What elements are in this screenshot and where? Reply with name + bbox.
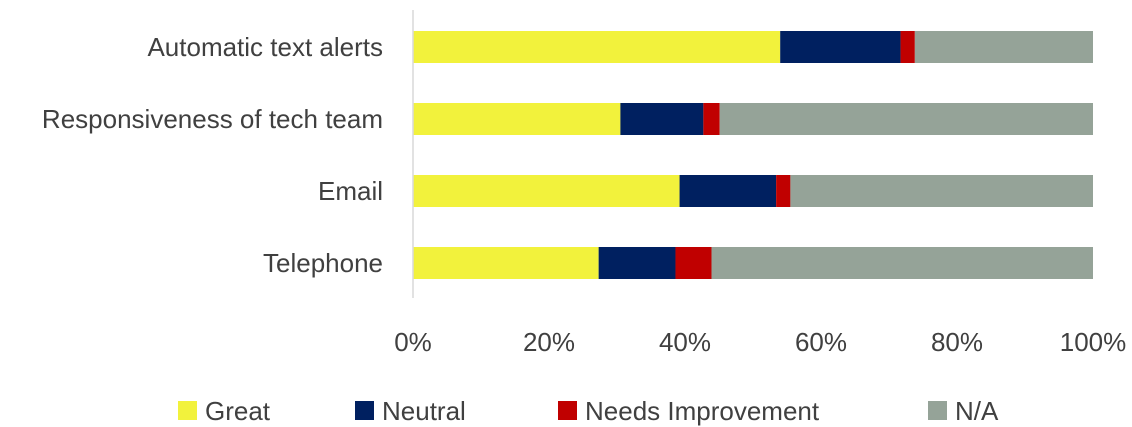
category-labels: Automatic text alerts Responsiveness of t… (42, 32, 383, 278)
x-tick-label: 20% (523, 327, 575, 357)
bar-neutral-1 (620, 103, 704, 135)
bar-needs-improvement-2 (776, 175, 791, 207)
legend: Great Neutral Needs Improvement N/A (178, 396, 999, 426)
bar-n-a-1 (719, 103, 1093, 135)
bar-needs-improvement-3 (675, 247, 712, 279)
legend-label: Great (205, 396, 271, 426)
bar-great-1 (413, 103, 621, 135)
x-tick-label: 40% (659, 327, 711, 357)
bar-needs-improvement-1 (703, 103, 720, 135)
legend-swatch-great (178, 401, 197, 420)
bar-n-a-2 (790, 175, 1093, 207)
bar-needs-improvement-0 (900, 31, 915, 63)
bar-n-a-3 (711, 247, 1093, 279)
legend-label: N/A (955, 396, 999, 426)
bar-n-a-0 (914, 31, 1093, 63)
x-tick-label: 100% (1060, 327, 1127, 357)
legend-label: Needs Improvement (585, 396, 820, 426)
bar-neutral-3 (598, 247, 676, 279)
category-label: Telephone (263, 248, 383, 278)
bar-great-0 (413, 31, 781, 63)
x-axis-tick-labels: 0% 20% 40% 60% 80% 100% (394, 327, 1126, 357)
x-tick-label: 60% (795, 327, 847, 357)
bar-neutral-2 (679, 175, 777, 207)
category-label: Email (318, 176, 383, 206)
legend-label: Neutral (382, 396, 466, 426)
x-tick-label: 0% (394, 327, 432, 357)
bar-great-3 (413, 247, 599, 279)
legend-swatch-n-a (928, 401, 947, 420)
category-label: Responsiveness of tech team (42, 104, 383, 134)
legend-swatch-neutral (355, 401, 374, 420)
legend-swatch-needs-improvement (558, 401, 577, 420)
bar-great-2 (413, 175, 680, 207)
category-label: Automatic text alerts (147, 32, 383, 62)
x-tick-label: 80% (931, 327, 983, 357)
bar-area (413, 31, 1093, 279)
bar-neutral-0 (780, 31, 901, 63)
